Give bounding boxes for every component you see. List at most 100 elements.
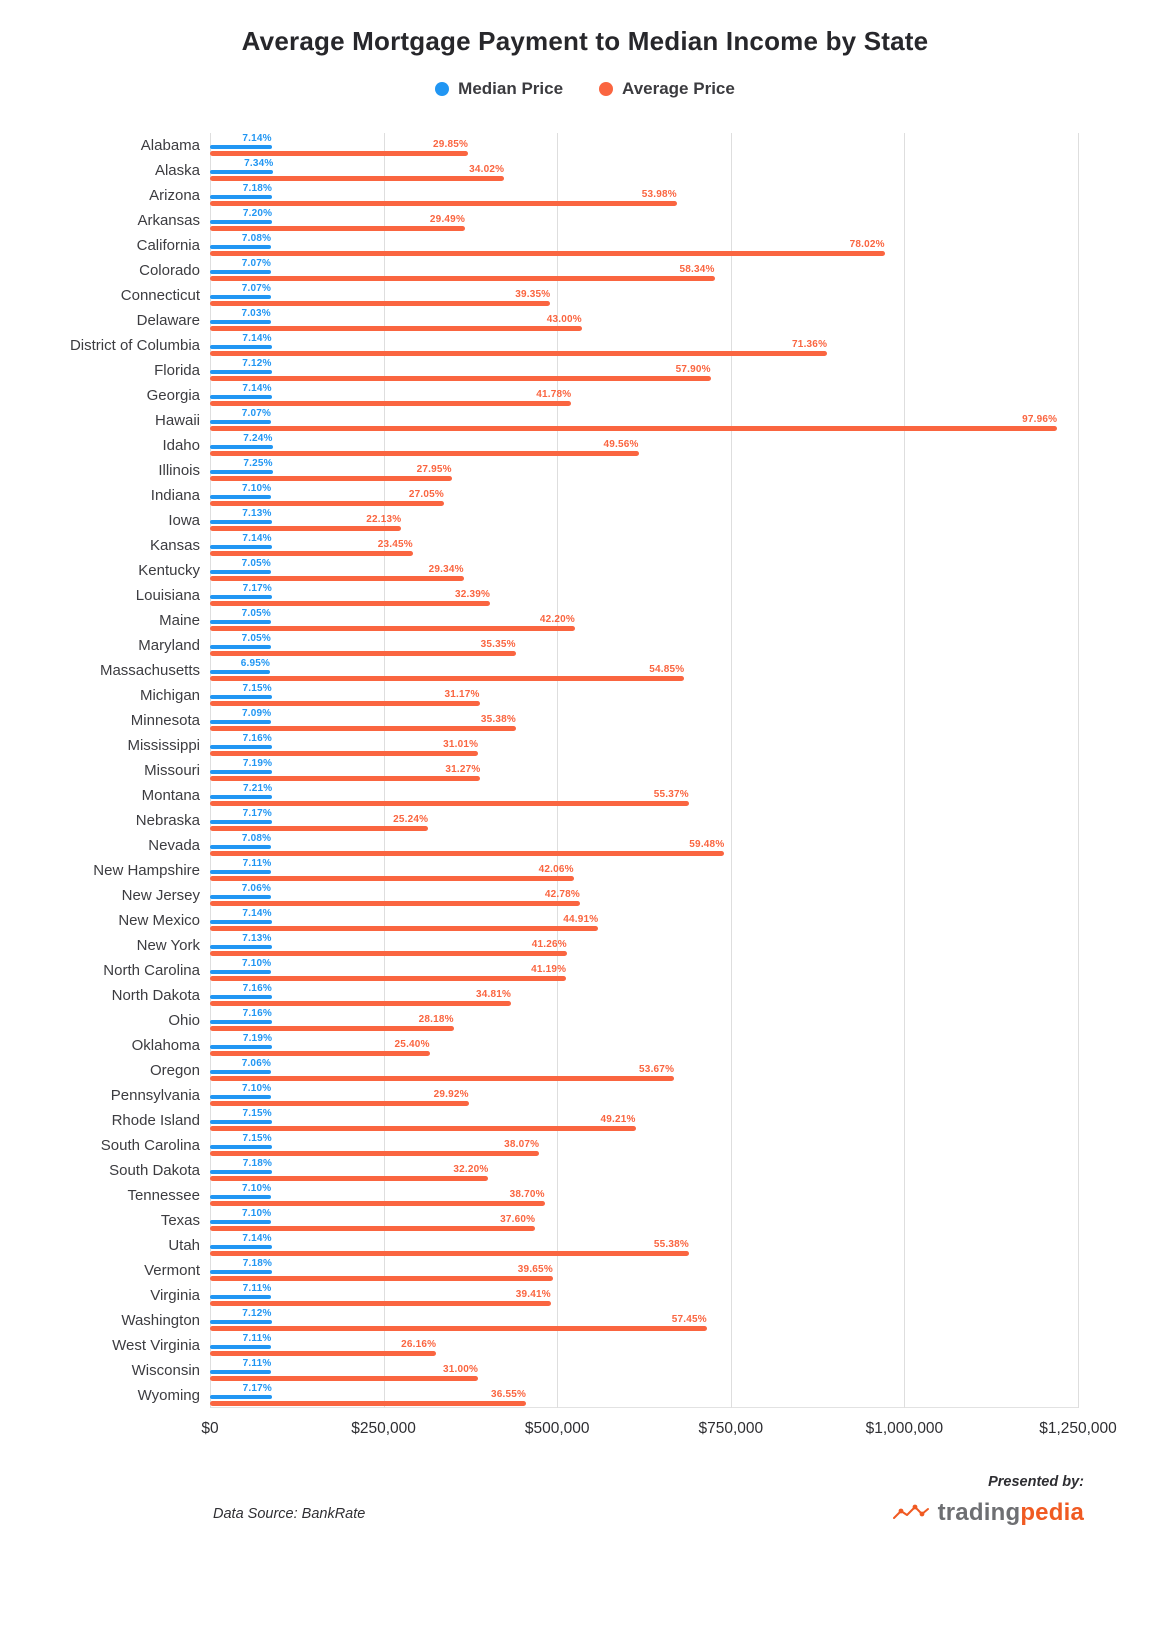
average-price-bar[interactable] xyxy=(210,1001,512,1006)
median-price-bar[interactable] xyxy=(210,1219,272,1224)
median-price-bar[interactable] xyxy=(210,244,272,249)
average-price-bar[interactable] xyxy=(210,851,725,856)
average-price-bar[interactable] xyxy=(210,1051,430,1056)
median-price-bar[interactable] xyxy=(210,569,271,574)
median-price-bar[interactable] xyxy=(210,794,273,799)
median-price-bar[interactable] xyxy=(210,144,272,149)
median-price-bar[interactable] xyxy=(210,1394,272,1399)
median-price-bar[interactable] xyxy=(210,969,272,974)
average-price-bar[interactable] xyxy=(210,626,575,631)
median-price-bar[interactable] xyxy=(210,944,272,949)
average-price-bar[interactable] xyxy=(210,776,481,781)
average-price-bar[interactable] xyxy=(210,701,480,706)
median-price-bar[interactable] xyxy=(210,1094,272,1099)
median-price-bar[interactable] xyxy=(210,919,272,924)
median-price-bar[interactable] xyxy=(210,1019,272,1024)
median-price-bar[interactable] xyxy=(210,669,271,674)
average-price-bar[interactable] xyxy=(210,176,505,181)
median-price-bar[interactable] xyxy=(210,544,272,549)
average-price-bar[interactable] xyxy=(210,726,516,731)
median-price-bar[interactable] xyxy=(210,1244,272,1249)
average-price-bar[interactable] xyxy=(210,1201,545,1206)
average-price-bar[interactable] xyxy=(210,1376,479,1381)
average-price-bar[interactable] xyxy=(210,401,572,406)
average-price-bar[interactable] xyxy=(210,976,567,981)
median-price-bar[interactable] xyxy=(210,519,272,524)
average-price-bar[interactable] xyxy=(210,676,685,681)
median-price-bar[interactable] xyxy=(210,1069,272,1074)
average-price-bar[interactable] xyxy=(210,501,444,506)
median-price-bar[interactable] xyxy=(210,844,272,849)
median-price-bar[interactable] xyxy=(210,819,272,824)
median-price-bar[interactable] xyxy=(210,269,272,274)
median-price-bar[interactable] xyxy=(210,294,272,299)
median-price-bar[interactable] xyxy=(210,694,272,699)
average-price-bar[interactable] xyxy=(210,1101,469,1106)
average-price-bar[interactable] xyxy=(210,926,599,931)
median-price-bar[interactable] xyxy=(210,644,271,649)
median-price-bar[interactable] xyxy=(210,594,272,599)
median-price-bar[interactable] xyxy=(210,769,273,774)
median-price-bar[interactable] xyxy=(210,319,271,324)
average-price-bar[interactable] xyxy=(210,1226,536,1231)
median-price-bar[interactable] xyxy=(210,419,272,424)
average-price-bar[interactable] xyxy=(210,1401,527,1406)
average-price-bar[interactable] xyxy=(210,1251,689,1256)
average-price-bar[interactable] xyxy=(210,376,711,381)
average-price-bar[interactable] xyxy=(210,751,479,756)
median-price-bar[interactable] xyxy=(210,344,272,349)
median-price-bar[interactable] xyxy=(210,1344,272,1349)
median-price-bar[interactable] xyxy=(210,469,273,474)
average-price-bar[interactable] xyxy=(210,651,516,656)
average-price-bar[interactable] xyxy=(210,801,689,806)
median-price-bar[interactable] xyxy=(210,1369,272,1374)
median-price-bar[interactable] xyxy=(210,1294,272,1299)
average-price-bar[interactable] xyxy=(210,826,429,831)
median-price-bar[interactable] xyxy=(210,1319,272,1324)
average-price-bar[interactable] xyxy=(210,451,639,456)
median-price-bar[interactable] xyxy=(210,194,273,199)
average-price-bar[interactable] xyxy=(210,1126,636,1131)
median-price-bar[interactable] xyxy=(210,1269,273,1274)
median-price-bar[interactable] xyxy=(210,169,274,174)
average-price-bar[interactable] xyxy=(210,251,885,256)
average-price-bar[interactable] xyxy=(210,226,466,231)
median-price-bar[interactable] xyxy=(210,1169,273,1174)
average-price-bar[interactable] xyxy=(210,476,452,481)
average-price-bar[interactable] xyxy=(210,151,469,156)
average-price-bar[interactable] xyxy=(210,601,491,606)
tradingpedia-logo[interactable]: tradingpedia xyxy=(892,1499,1084,1527)
average-price-bar[interactable] xyxy=(210,1326,707,1331)
legend-item-median-price[interactable]: Median Price xyxy=(435,79,563,99)
average-price-bar[interactable] xyxy=(210,1276,553,1281)
average-price-bar[interactable] xyxy=(210,951,567,956)
median-price-bar[interactable] xyxy=(210,1194,272,1199)
median-price-bar[interactable] xyxy=(210,1044,273,1049)
median-price-bar[interactable] xyxy=(210,1144,272,1149)
average-price-bar[interactable] xyxy=(210,1351,437,1356)
median-price-bar[interactable] xyxy=(210,369,272,374)
median-price-bar[interactable] xyxy=(210,494,272,499)
average-price-bar[interactable] xyxy=(210,901,580,906)
median-price-bar[interactable] xyxy=(210,869,272,874)
average-price-bar[interactable] xyxy=(210,301,551,306)
average-price-bar[interactable] xyxy=(210,1026,454,1031)
average-price-bar[interactable] xyxy=(210,1076,675,1081)
average-price-bar[interactable] xyxy=(210,426,1058,431)
average-price-bar[interactable] xyxy=(210,326,582,331)
average-price-bar[interactable] xyxy=(210,1151,540,1156)
median-price-bar[interactable] xyxy=(210,744,272,749)
median-price-bar[interactable] xyxy=(210,719,272,724)
legend-item-average-price[interactable]: Average Price xyxy=(599,79,735,99)
average-price-bar[interactable] xyxy=(210,201,677,206)
median-price-bar[interactable] xyxy=(210,994,272,999)
average-price-bar[interactable] xyxy=(210,276,715,281)
median-price-bar[interactable] xyxy=(210,1119,272,1124)
median-price-bar[interactable] xyxy=(210,619,271,624)
median-price-bar[interactable] xyxy=(210,894,272,899)
average-price-bar[interactable] xyxy=(210,576,464,581)
median-price-bar[interactable] xyxy=(210,394,272,399)
average-price-bar[interactable] xyxy=(210,1301,551,1306)
average-price-bar[interactable] xyxy=(210,526,402,531)
average-price-bar[interactable] xyxy=(210,876,574,881)
